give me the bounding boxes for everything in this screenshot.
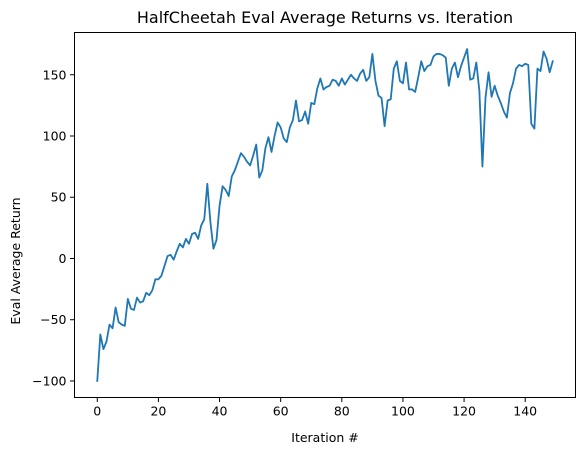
x-tick-label: 20 [150, 404, 166, 419]
y-axis-label: Eval Average Return [8, 197, 23, 324]
y-tick-label: 0 [59, 251, 67, 266]
y-tick-label: 150 [43, 67, 67, 82]
x-tick-label: 80 [334, 404, 350, 419]
x-axis: 0 20 40 60 80 100 120 140 [93, 398, 537, 419]
x-tick-label: 120 [452, 404, 476, 419]
x-tick-label: 60 [273, 404, 289, 419]
x-tick-label: 100 [391, 404, 415, 419]
y-tick-label: −50 [40, 312, 66, 327]
x-tick-label: 140 [513, 404, 537, 419]
plot-area [97, 49, 552, 381]
y-axis: −100 −50 0 50 100 150 [32, 67, 74, 388]
chart-title: HalfCheetah Eval Average Returns vs. Ite… [137, 8, 513, 27]
x-axis-label: Iteration # [291, 430, 358, 445]
y-tick-label: −100 [32, 373, 66, 388]
y-tick-label: 100 [43, 128, 67, 143]
x-tick-label: 0 [93, 404, 101, 419]
series-line-1 [97, 49, 552, 381]
x-tick-label: 40 [212, 404, 228, 419]
y-tick-label: 50 [51, 190, 67, 205]
